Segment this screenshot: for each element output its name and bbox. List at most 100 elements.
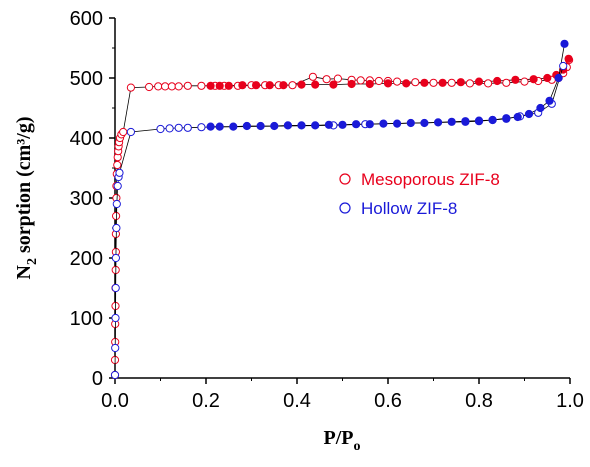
data-point-hollow-zif-8-desorption (311, 121, 320, 130)
y-tick-label: 600 (70, 8, 103, 30)
data-point-hollow-zif-8-desorption (554, 73, 563, 83)
data-point-mesoporous-zif-8-adsorption (429, 78, 438, 87)
data-point-hollow-zif-8-desorption (420, 118, 429, 128)
data-point-hollow-zif-8-desorption (488, 115, 497, 125)
legend: Mesoporous ZIF-8 Hollow ZIF-8 (339, 170, 500, 218)
data-point-mesoporous-zif-8-desorption (238, 81, 247, 90)
data-point-mesoporous-zif-8-adsorption (484, 79, 493, 88)
data-point-mesoporous-zif-8-adsorption (113, 160, 122, 170)
x-tick-label: 0.8 (465, 390, 493, 412)
data-point-mesoporous-zif-8-desorption (206, 81, 215, 90)
data-point-mesoporous-zif-8-desorption (279, 81, 288, 90)
data-point-hollow-zif-8-desorption (324, 120, 333, 129)
data-point-hollow-zif-8-desorption (352, 120, 361, 129)
data-point-hollow-zif-8-desorption (513, 112, 522, 122)
x-tick-label: 0.6 (374, 390, 402, 412)
legend-marker (339, 173, 351, 185)
data-point-mesoporous-zif-8-desorption (215, 81, 224, 90)
data-point-mesoporous-zif-8-desorption (420, 78, 429, 87)
data-point-hollow-zif-8-desorption (229, 122, 238, 131)
data-point-hollow-zif-8-adsorption (183, 123, 192, 132)
data-point-mesoporous-zif-8-adsorption (145, 82, 154, 92)
y-axis-title-subscript: 2 (25, 258, 40, 265)
data-point-hollow-zif-8-desorption (215, 122, 224, 131)
data-point-hollow-zif-8-adsorption (111, 313, 120, 323)
data-point-hollow-zif-8-desorption (283, 121, 292, 130)
data-point-mesoporous-zif-8-adsorption (126, 83, 135, 92)
data-point-mesoporous-zif-8-adsorption (119, 127, 128, 137)
data-point-hollow-zif-8-desorption (461, 117, 470, 126)
data-point-hollow-zif-8-adsorption (165, 124, 174, 133)
data-point-mesoporous-zif-8-desorption (474, 77, 484, 86)
data-point-mesoporous-zif-8-adsorption (502, 78, 511, 87)
legend-marker (339, 202, 351, 214)
data-point-mesoporous-zif-8-adsorption (356, 76, 365, 85)
data-point-mesoporous-zif-8-desorption (456, 78, 465, 87)
data-point-mesoporous-zif-8-desorption (265, 81, 274, 90)
data-point-mesoporous-zif-8-adsorption (333, 74, 342, 83)
series-layer (110, 39, 574, 380)
data-point-mesoporous-zif-8-adsorption (161, 82, 170, 91)
x-ticks: 0.0 0.2 0.4 0.6 0.8 1.0 (101, 378, 584, 412)
data-point-hollow-zif-8-adsorption (174, 123, 183, 132)
data-point-mesoporous-zif-8-desorption (493, 76, 502, 86)
data-point-hollow-zif-8-adsorption (111, 283, 120, 293)
y-tick-label: 200 (70, 248, 103, 270)
data-point-mesoporous-zif-8-adsorption (308, 72, 317, 81)
data-point-mesoporous-zif-8-desorption (365, 79, 374, 89)
data-point-mesoporous-zif-8-desorption (402, 79, 411, 88)
y-tick-label: 300 (70, 188, 103, 210)
data-point-hollow-zif-8-desorption (297, 121, 306, 130)
y-axis-title-suffix: sorption (cm³/g) (13, 117, 35, 259)
data-point-hollow-zif-8-desorption (206, 122, 215, 131)
data-point-hollow-zif-8-adsorption (110, 370, 120, 380)
data-point-hollow-zif-8-adsorption (126, 127, 135, 137)
x-tick-label: 0.0 (101, 390, 129, 412)
data-point-hollow-zif-8-desorption (256, 121, 265, 131)
y-tick-label: 500 (70, 68, 103, 90)
data-point-mesoporous-zif-8-adsorption (183, 81, 192, 90)
data-point-mesoporous-zif-8-adsorption (322, 75, 331, 84)
data-point-hollow-zif-8-desorption (338, 120, 347, 129)
y-tick-label: 100 (70, 308, 103, 330)
y-tick-label: 400 (70, 128, 103, 150)
data-point-mesoporous-zif-8-adsorption (288, 81, 297, 90)
x-tick-label: 1.0 (556, 390, 584, 412)
data-point-mesoporous-zif-8-desorption (347, 79, 356, 89)
data-point-mesoporous-zif-8-desorption (311, 80, 320, 89)
data-point-mesoporous-zif-8-desorption (543, 73, 552, 83)
y-axis-title: N2 sorption (cm³/g) (13, 117, 40, 280)
series-line-hollow-zif-8-adsorption (114, 65, 564, 376)
data-point-hollow-zif-8-desorption (474, 116, 484, 125)
data-point-hollow-zif-8-adsorption (197, 123, 206, 132)
x-tick-label: 0.2 (192, 390, 220, 412)
data-point-mesoporous-zif-8-adsorption (411, 78, 420, 87)
data-point-hollow-zif-8-desorption (270, 121, 279, 131)
data-point-hollow-zif-8-adsorption (113, 181, 122, 191)
data-point-hollow-zif-8-desorption (242, 121, 251, 131)
x-tick-label: 0.4 (283, 390, 311, 412)
x-axis-title-subscript: o (354, 439, 361, 454)
data-point-hollow-zif-8-adsorption (112, 223, 121, 233)
y-ticks: 0 100 200 300 400 500 600 (70, 8, 115, 390)
data-point-mesoporous-zif-8-adsorption (167, 82, 176, 91)
data-point-mesoporous-zif-8-adsorption (112, 211, 121, 221)
data-point-hollow-zif-8-desorption (393, 119, 402, 128)
data-point-hollow-zif-8-adsorption (156, 124, 165, 134)
x-axis-title: P/Po (324, 427, 361, 454)
data-point-mesoporous-zif-8-adsorption (374, 76, 383, 86)
x-axis-title-main: P/P (324, 427, 354, 449)
series-hollow-zif-8 (110, 39, 569, 380)
data-point-mesoporous-zif-8-adsorption (197, 81, 206, 90)
data-point-mesoporous-zif-8-adsorption (393, 77, 402, 86)
data-point-mesoporous-zif-8-desorption (438, 78, 447, 87)
y-axis-title-prefix: N (13, 265, 35, 280)
data-point-mesoporous-zif-8-desorption (297, 80, 306, 89)
data-point-hollow-zif-8-desorption (434, 118, 443, 127)
data-point-mesoporous-zif-8-desorption (564, 54, 573, 63)
data-point-mesoporous-zif-8-desorption (529, 75, 538, 84)
data-point-mesoporous-zif-8-desorption (252, 81, 261, 90)
data-point-hollow-zif-8-desorption (502, 114, 511, 123)
y-tick-label: 0 (92, 368, 103, 390)
data-point-hollow-zif-8-desorption (536, 103, 545, 113)
